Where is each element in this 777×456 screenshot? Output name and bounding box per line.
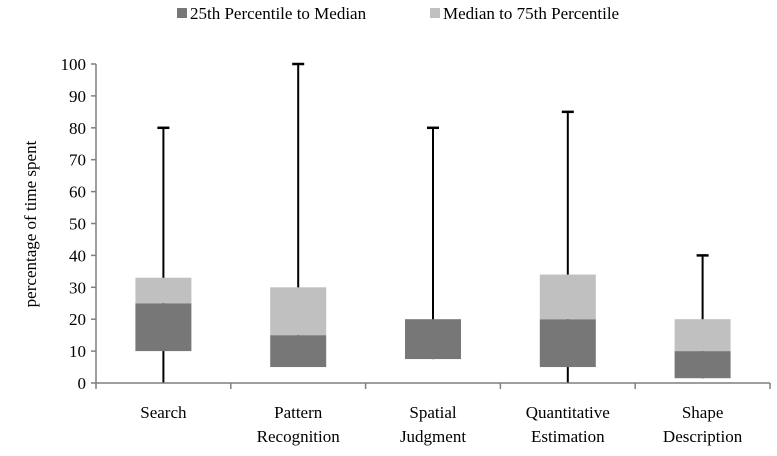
y-tick-label: 20 — [69, 310, 86, 329]
x-category-label-line: Shape — [682, 403, 724, 422]
legend-swatch — [177, 8, 187, 18]
y-tick-label: 60 — [69, 183, 86, 202]
x-category-label: Shape Description — [663, 403, 743, 446]
y-tick-label: 70 — [69, 151, 86, 170]
x-category-label-line: Search — [140, 403, 187, 422]
x-category-label: Quantitative Estimation — [526, 403, 610, 446]
x-category-label-line: Estimation — [531, 427, 605, 446]
y-tick-label: 90 — [69, 87, 86, 106]
y-tick-label: 50 — [69, 215, 86, 234]
box-lower-segment — [675, 351, 731, 378]
y-tick-label: 40 — [69, 246, 86, 265]
legend-label: 25th Percentile to Median — [190, 4, 367, 23]
box-upper-segment — [675, 319, 731, 351]
y-tick-label: 0 — [78, 374, 87, 393]
x-category-label-line: Pattern — [274, 403, 323, 422]
box-upper-segment — [135, 278, 191, 304]
x-axis-labels: Search Pattern Recognition Spatial Judgment Q… — [140, 403, 742, 446]
x-category-label-line: Recognition — [257, 427, 341, 446]
y-axis-title: percentage of time spent — [21, 140, 40, 307]
box-upper-segment — [270, 287, 326, 335]
x-category-label-line: Judgment — [400, 427, 466, 446]
legend-label: Median to 75th Percentile — [443, 4, 619, 23]
x-category-label-line: Description — [663, 427, 743, 446]
legend-swatch — [430, 8, 440, 18]
x-category-label-line: Quantitative — [526, 403, 610, 422]
x-category-label: Spatial Judgment — [400, 403, 466, 446]
x-axis — [96, 383, 770, 389]
y-tick-label: 10 — [69, 342, 86, 361]
box-lower-segment — [405, 319, 461, 359]
box-lower-segment — [540, 319, 596, 367]
y-tick-label: 30 — [69, 278, 86, 297]
box-lower-segment — [135, 303, 191, 351]
x-category-label: Pattern Recognition — [257, 403, 341, 446]
y-tick-label: 100 — [61, 55, 87, 74]
x-category-label-line: Spatial — [409, 403, 456, 422]
box-upper-segment — [540, 275, 596, 320]
x-category-label: Search — [140, 403, 187, 422]
legend: 25th Percentile to Median Median to 75th … — [177, 4, 619, 23]
y-tick-label: 80 — [69, 119, 86, 138]
y-axis-title-group: percentage of time spent — [21, 140, 40, 307]
box-lower-segment — [270, 335, 326, 367]
y-axis: 0 10 20 30 40 50 60 70 80 90 100 — [61, 55, 97, 393]
